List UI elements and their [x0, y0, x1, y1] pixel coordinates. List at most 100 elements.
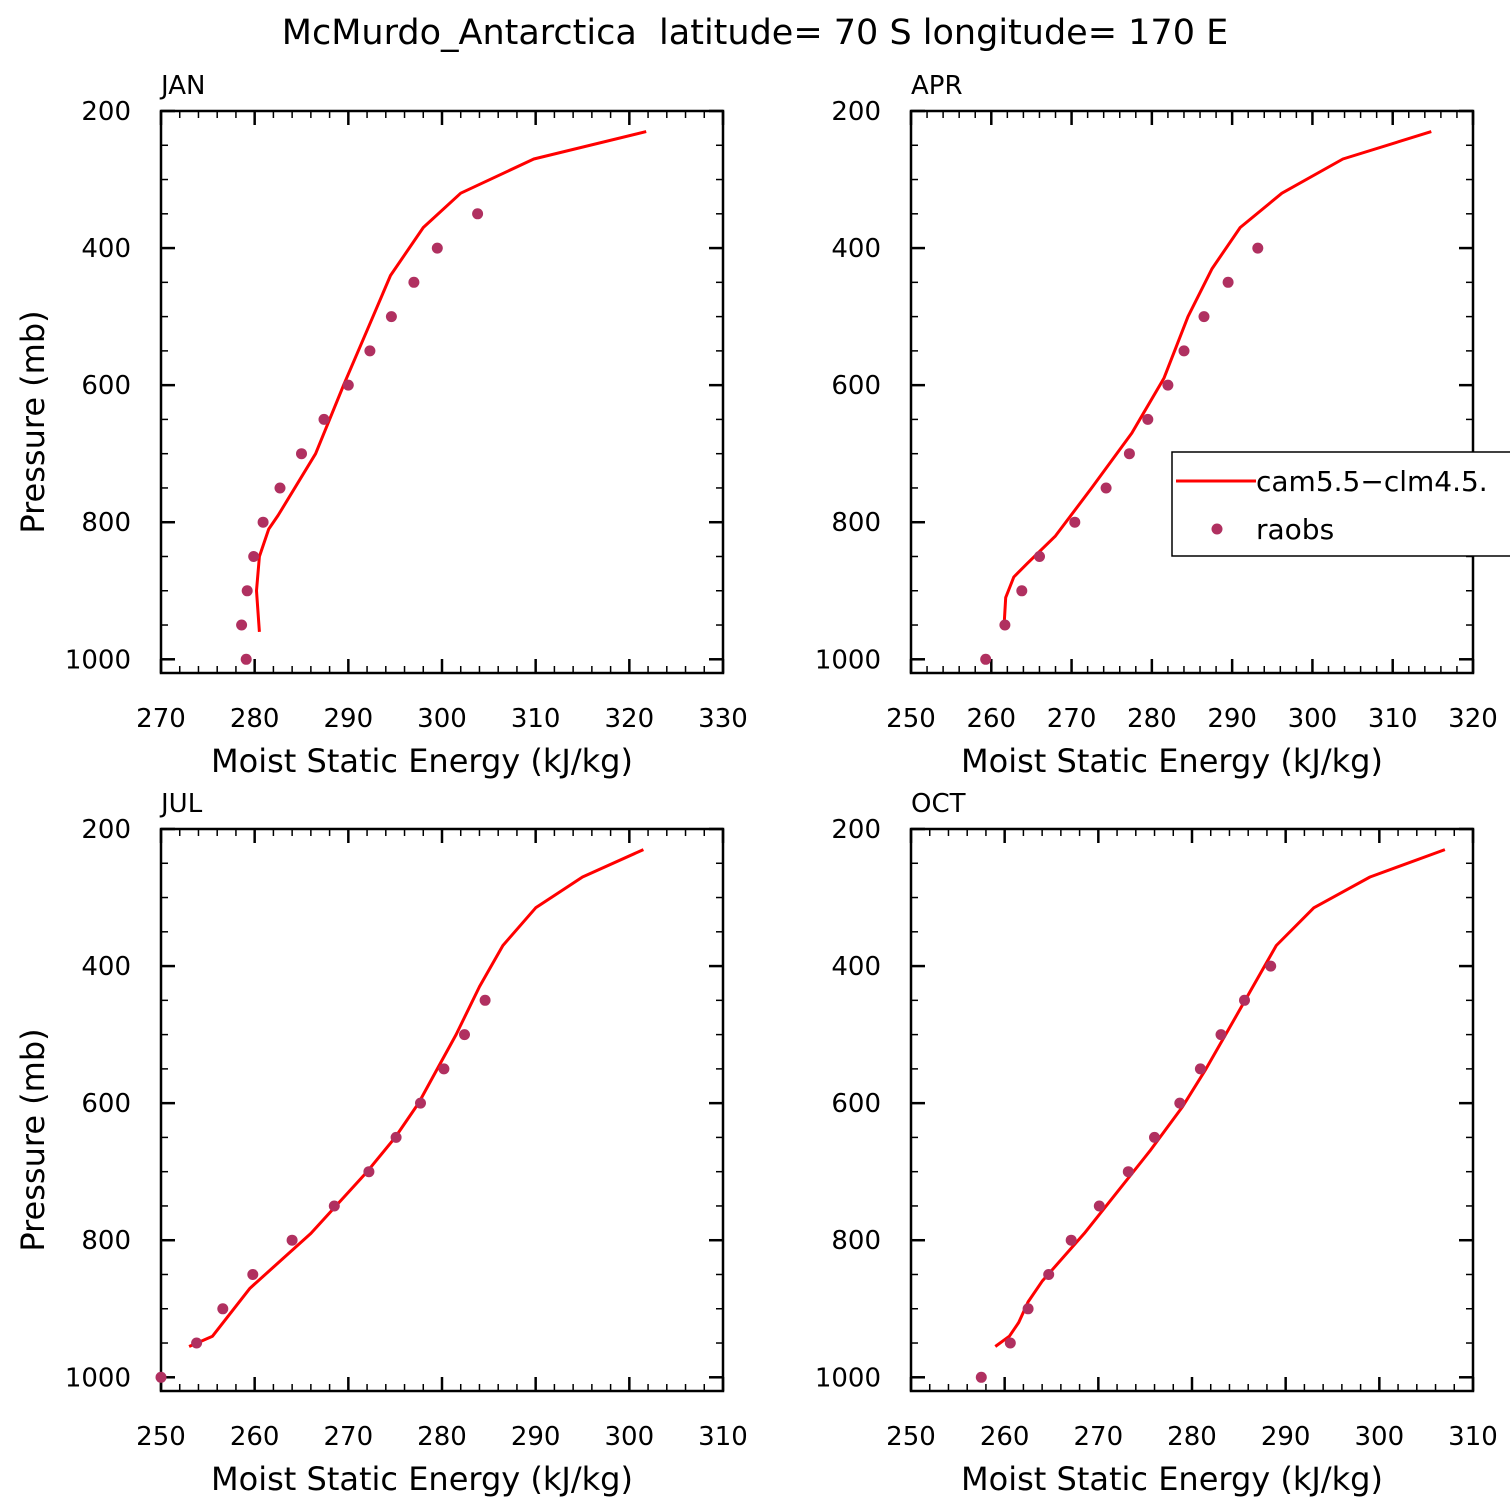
figure-title: McMurdo_Antarctica latitude= 70 S longit…	[282, 13, 1228, 53]
obs-point-apr	[1252, 242, 1264, 254]
obs-point-jan	[236, 619, 248, 631]
x-tick-label-jan: 280	[230, 704, 280, 734]
x-tick-label-apr: 290	[1207, 704, 1257, 734]
legend: cam5.5−clm4.5. raobs	[1171, 451, 1510, 557]
x-tick-label-oct: 260	[980, 1422, 1030, 1452]
obs-point-jan	[408, 276, 420, 288]
obs-point-apr	[999, 619, 1011, 631]
x-tick-label-jan: 270	[136, 704, 186, 734]
y-tick-label-jul: 600	[81, 1089, 131, 1119]
y-tick-label-jul: 1000	[65, 1363, 131, 1393]
obs-point-oct	[1022, 1303, 1034, 1315]
panel-label-jan: JAN	[159, 71, 205, 101]
obs-point-oct	[1194, 1063, 1206, 1075]
y-tick-label-jan: 600	[81, 371, 131, 401]
model-line-oct	[994, 848, 1446, 1348]
y-tick-label-apr: 200	[831, 97, 881, 127]
legend-dot-swatch	[1211, 523, 1223, 535]
y-tick-label-jul: 400	[81, 952, 131, 982]
x-tick-label-apr: 310	[1368, 704, 1418, 734]
x-tick-label-apr: 270	[1047, 704, 1097, 734]
obs-point-apr	[1016, 585, 1028, 597]
obs-point-jul	[479, 994, 491, 1006]
obs-point-apr	[1162, 379, 1174, 391]
plot-frame-apr	[909, 109, 1475, 675]
panel-label-oct: OCT	[911, 789, 966, 819]
x-tick-label-jan: 300	[417, 704, 467, 734]
obs-point-jan	[240, 653, 252, 665]
obs-point-apr	[1069, 516, 1081, 528]
legend-label-model: cam5.5−clm4.5.	[1256, 465, 1488, 498]
model-line-apr	[1002, 130, 1432, 626]
obs-point-jul	[459, 1029, 470, 1041]
x-tick-label-jul: 270	[324, 1422, 374, 1452]
obs-point-jul	[328, 1200, 340, 1212]
obs-point-jul	[191, 1337, 203, 1349]
x-tick-label-oct: 290	[1261, 1422, 1311, 1452]
y-axis-label-jul: Pressure (mb)	[14, 1028, 52, 1251]
obs-point-oct	[1239, 994, 1250, 1006]
x-tick-label-oct: 280	[1167, 1422, 1217, 1452]
x-tick-label-oct: 250	[886, 1422, 936, 1452]
obs-point-oct	[1174, 1097, 1186, 1109]
obs-point-jan	[385, 311, 397, 323]
x-tick-label-oct: 310	[1448, 1422, 1498, 1452]
x-tick-label-jul: 290	[511, 1422, 561, 1452]
x-axis-label-jul: Moist Static Energy (kJ/kg)	[211, 1460, 633, 1498]
panel-label-apr: APR	[911, 71, 963, 101]
obs-point-jul	[390, 1131, 402, 1143]
y-tick-label-jul: 800	[81, 1226, 131, 1256]
obs-point-jul	[415, 1097, 426, 1109]
legend-box	[1171, 451, 1510, 557]
x-tick-label-jan: 320	[605, 704, 655, 734]
x-tick-label-jul: 260	[230, 1422, 280, 1452]
obs-point-jan	[274, 482, 286, 494]
y-tick-label-apr: 800	[831, 508, 881, 538]
y-tick-label-apr: 600	[831, 371, 881, 401]
x-axis-label-apr: Moist Static Energy (kJ/kg)	[961, 742, 1383, 780]
y-tick-label-oct: 600	[831, 1089, 881, 1119]
obs-point-apr	[1123, 448, 1135, 460]
obs-point-oct	[1065, 1234, 1077, 1246]
obs-point-jan	[364, 345, 376, 357]
obs-point-apr	[1178, 345, 1190, 357]
y-tick-label-jan: 1000	[65, 645, 131, 675]
y-tick-label-oct: 1000	[815, 1363, 881, 1393]
x-axis-label-oct: Moist Static Energy (kJ/kg)	[961, 1460, 1383, 1498]
panels: JAN 270 280 290 300 310 320 330 200 400 600 800 1000…	[14, 71, 1498, 1498]
obs-point-apr	[980, 653, 992, 665]
panel-jul: JUL 250 260 270 280 290 300 310 200 400 600 800 1000…	[14, 789, 748, 1498]
obs-point-oct	[975, 1371, 987, 1383]
x-tick-label-apr: 320	[1448, 704, 1498, 734]
x-tick-label-jan: 330	[698, 704, 748, 734]
x-tick-label-apr: 250	[886, 704, 936, 734]
obs-point-jan	[296, 448, 307, 460]
obs-point-jul	[217, 1303, 229, 1315]
obs-point-apr	[1198, 311, 1210, 323]
y-tick-label-oct: 800	[831, 1226, 881, 1256]
obs-point-jul	[363, 1166, 375, 1178]
obs-point-apr	[1142, 413, 1154, 425]
obs-point-oct	[1215, 1029, 1227, 1041]
x-tick-label-jan: 290	[324, 704, 374, 734]
obs-point-jan	[248, 551, 260, 562]
x-tick-label-jul: 280	[417, 1422, 467, 1452]
obs-point-jan	[342, 379, 354, 391]
obs-point-jan	[241, 585, 253, 597]
model-line-jul	[188, 848, 645, 1348]
x-tick-label-jul: 250	[136, 1422, 186, 1452]
panel-jan: JAN 270 280 290 300 310 320 330 200 400 600 800 1000…	[14, 71, 748, 780]
x-tick-label-jan: 310	[511, 704, 561, 734]
x-tick-label-oct: 270	[1074, 1422, 1124, 1452]
obs-point-apr	[1222, 276, 1234, 288]
y-tick-label-jul: 200	[81, 815, 131, 845]
x-tick-label-jul: 300	[605, 1422, 655, 1452]
obs-point-jan	[257, 516, 269, 528]
x-tick-label-oct: 300	[1355, 1422, 1405, 1452]
obs-point-apr	[1100, 482, 1112, 494]
y-tick-label-jan: 800	[81, 508, 131, 538]
obs-point-oct	[1122, 1166, 1134, 1178]
obs-point-jan	[472, 208, 484, 220]
panel-label-jul: JUL	[159, 789, 203, 819]
